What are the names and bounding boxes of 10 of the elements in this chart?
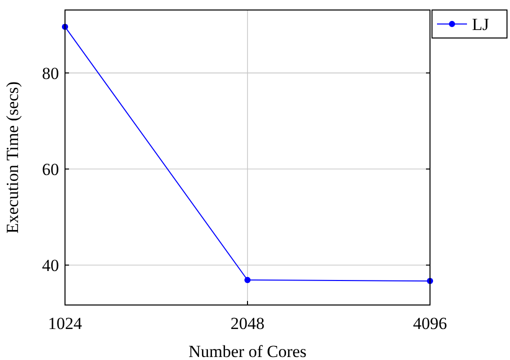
x-tick-label: 4096: [413, 314, 447, 333]
legend-label: LJ: [472, 14, 490, 34]
y-tick-label: 80: [42, 64, 59, 83]
y-tick-label: 60: [42, 160, 59, 179]
y-tick-label: 40: [42, 256, 59, 276]
x-tick-label: 2048: [230, 314, 264, 333]
y-axis-title: Execution Time (secs): [3, 81, 22, 234]
x-axis-title: Number of Cores: [188, 342, 307, 360]
point: [244, 276, 251, 284]
x-tick-label: 1024: [48, 314, 82, 333]
